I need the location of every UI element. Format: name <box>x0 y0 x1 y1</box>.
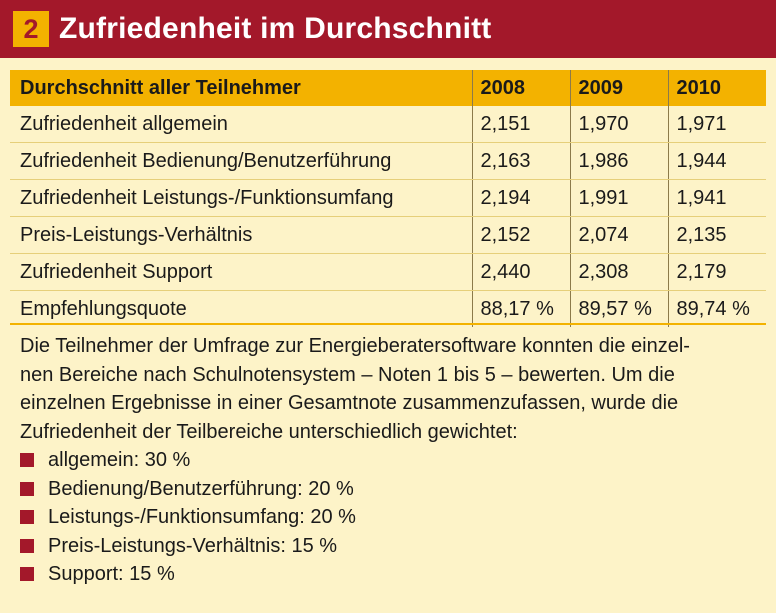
cell-value: 2,152 <box>471 216 570 254</box>
cell-value: 89,57 % <box>569 290 668 327</box>
table-row: Zufriedenheit Leistungs-/Funktionsumfang… <box>10 179 766 217</box>
cell-value: 1,970 <box>569 106 668 143</box>
row-label: Preis-Leistungs-Verhältnis <box>10 216 472 254</box>
weight-label: Support: 15 % <box>48 563 175 585</box>
row-label: Empfehlungsquote <box>20 297 187 320</box>
row-label: Zufriedenheit Leistungs-/Funktionsumfang <box>10 179 472 217</box>
square-bullet-icon <box>20 538 34 553</box>
cell-value: 2,440 <box>471 253 570 291</box>
row-label: Zufriedenheit Bedienung/Benutzerführung <box>10 142 472 180</box>
cell-value: 1,941 <box>667 179 766 217</box>
table-header-row: Durchschnitt aller Teilnehmer 2008 2009 … <box>10 70 766 106</box>
square-bullet-icon <box>20 567 34 582</box>
section-divider <box>10 323 766 325</box>
text-line: nen Bereiche nach Schulnotensystem – Not… <box>20 363 675 386</box>
text-line: einzelnen Ergebnisse in einer Gesamtnote… <box>20 392 679 414</box>
header-bar: 2 Zufriedenheit im Durchschnitt <box>0 0 776 58</box>
square-bullet-icon <box>20 453 34 468</box>
table-row: Zufriedenheit allgemein 2,151 1,970 1,97… <box>10 106 766 143</box>
cell-value: 2,151 <box>471 106 570 143</box>
table-row: Zufriedenheit Support 2,440 2,308 2,179 <box>10 253 766 291</box>
text-line: Zufriedenheit der Teilbereiche unterschi… <box>20 420 518 443</box>
list-item: Preis-Leistungs-Verhältnis: 15 % <box>20 532 760 561</box>
weight-label: Bedienung/Benutzerführung: 20 % <box>48 477 354 500</box>
weights-list: allgemein: 30 % Bedienung/Benutzerführun… <box>20 446 760 589</box>
cell-value: 2,074 <box>569 216 668 254</box>
column-header: 2008 <box>471 70 570 106</box>
weight-label: Preis-Leistungs-Verhältnis: 15 % <box>48 534 338 557</box>
column-header: 2009 <box>569 70 668 106</box>
cell-value: 88,17 % <box>471 290 570 327</box>
cell-value: 1,971 <box>667 106 766 143</box>
cell-value: 2,194 <box>471 179 570 217</box>
cell-value: 2,135 <box>667 216 766 254</box>
figure-number: 2 <box>23 13 39 44</box>
square-bullet-icon <box>20 510 34 525</box>
cell-value: 1,944 <box>667 142 766 180</box>
weight-label: allgemein: 30 % <box>48 449 191 471</box>
cell-value: 1,986 <box>569 142 668 180</box>
table-row: Empfehlungsquote 88,17 % 89,57 % 89,74 % <box>10 290 766 327</box>
row-label: Zufriedenheit Support <box>10 253 472 291</box>
table-row: Zufriedenheit Bedienung/Benutzerführung … <box>10 142 766 180</box>
list-item: Bedienung/Benutzerführung: 20 % <box>20 475 760 504</box>
row-label: Zufriedenheit allgemein <box>10 106 472 143</box>
table-row: Preis-Leistungs-Verhältnis 2,152 2,074 2… <box>10 216 766 254</box>
cell-value: 2,179 <box>667 253 766 291</box>
square-bullet-icon <box>20 481 34 496</box>
list-item: allgemein: 30 % <box>20 446 760 475</box>
column-header: 2010 <box>667 70 766 106</box>
cell-value: 1,991 <box>569 179 668 217</box>
cell-value: 89,74 % <box>667 290 766 327</box>
figure-number-badge: 2 <box>13 11 49 47</box>
satisfaction-table: Durchschnitt aller Teilnehmer 2008 2009 … <box>10 70 766 327</box>
cell-value: 2,308 <box>569 253 668 291</box>
cell-value: 2,163 <box>471 142 570 180</box>
text-line: Die Teilnehmer der Umfrage zur Energiebe… <box>20 335 690 357</box>
list-item: Support: 15 % <box>20 560 760 589</box>
page-title: Zufriedenheit im Durchschnitt <box>59 12 492 45</box>
list-item: Leistungs-/Funktionsumfang: 20 % <box>20 503 760 532</box>
explanation-text: Die Teilnehmer der Umfrage zur Energiebe… <box>20 332 760 589</box>
weight-label: Leistungs-/Funktionsumfang: 20 % <box>48 506 356 528</box>
column-header: Durchschnitt aller Teilnehmer <box>10 70 472 106</box>
